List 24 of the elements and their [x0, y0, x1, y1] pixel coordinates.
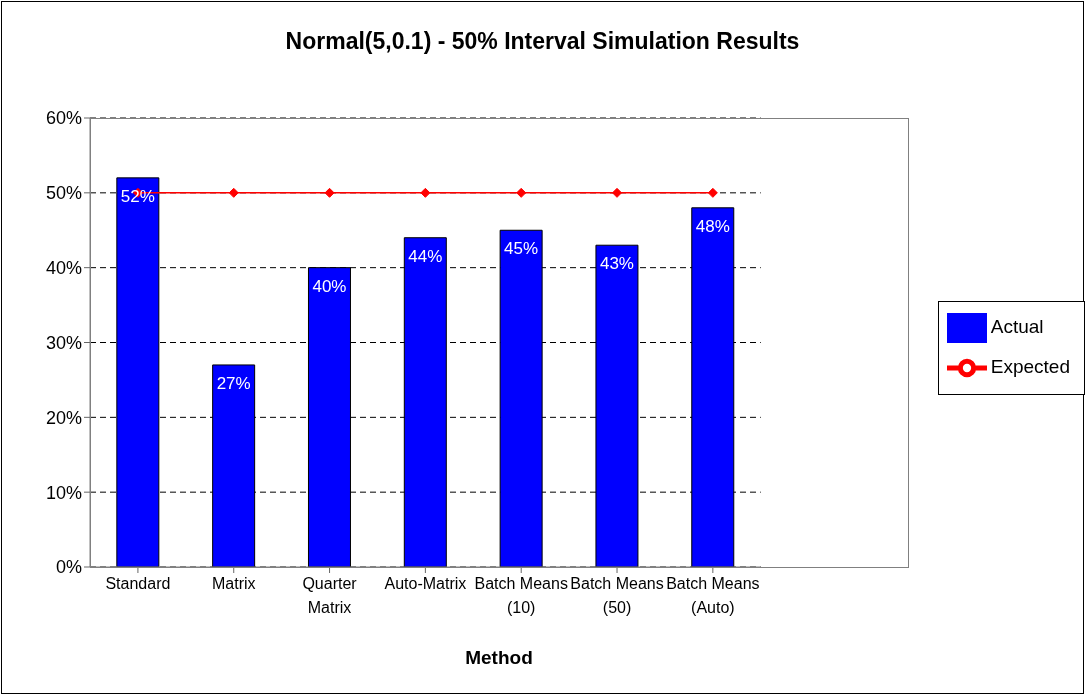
data-label: 27%	[216, 373, 251, 393]
x-tick-label: Matrix	[211, 575, 256, 592]
data-label: 48%	[695, 216, 730, 236]
y-tick-label: 30%	[45, 332, 82, 353]
legend-label: Actual	[990, 315, 1044, 337]
data-label: 44%	[408, 246, 443, 266]
x-tick-label: Auto-Matrix	[384, 575, 467, 592]
y-tick-label: 0%	[55, 557, 82, 578]
chart-title: Normal(5,0.1) - 50% Interval Simulation Results	[284, 28, 801, 55]
legend-label: Expected	[990, 355, 1070, 377]
y-tick-label: 20%	[45, 407, 82, 428]
data-label: 43%	[599, 254, 634, 274]
data-label: 45%	[504, 239, 539, 259]
x-tick-label: Batch Means (Auto)	[666, 575, 760, 616]
x-axis-title: Method	[464, 647, 534, 669]
y-tick-label: 10%	[45, 482, 82, 503]
x-tick-label: Standard	[105, 575, 171, 592]
x-tick-label: Quarter Matrix	[302, 575, 358, 616]
x-tick-label: Batch Means (10)	[474, 575, 568, 616]
y-tick-label: 40%	[45, 258, 82, 279]
data-label: 40%	[312, 276, 347, 296]
y-tick-label: 50%	[45, 183, 82, 204]
x-tick-label: Batch Means (50)	[570, 575, 664, 616]
y-tick-label: 60%	[45, 108, 82, 129]
